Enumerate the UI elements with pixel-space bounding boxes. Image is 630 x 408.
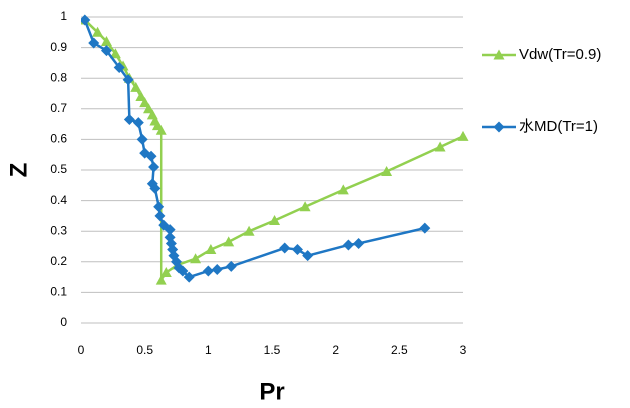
marker [493,49,505,60]
y-tick-label: 0 [60,315,67,329]
series-line [83,19,464,285]
marker [100,35,112,46]
y-tick-label: 0.5 [50,162,67,176]
marker [202,265,214,277]
series-line [83,19,426,279]
marker [142,103,154,114]
y-tick-label: 0.6 [50,132,67,146]
marker [381,166,393,177]
marker [149,182,161,194]
marker [419,222,431,234]
x-tick-label: 2 [332,343,339,357]
y-tick-label: 0.9 [50,40,67,54]
y-axis-label: Z [5,163,32,178]
marker [92,26,104,37]
marker [155,124,167,135]
marker [337,184,349,195]
y-tick-label: 0.4 [50,193,67,207]
marker [205,244,217,255]
marker [145,150,157,162]
marker [269,214,281,225]
marker [211,263,223,275]
marker [183,271,195,283]
marker [160,267,172,278]
marker [81,14,91,26]
x-tick-label: 0 [78,343,85,357]
marker [155,274,167,285]
marker [434,141,446,152]
marker [457,130,469,141]
x-tick-label: 1.5 [264,343,281,357]
legend-text: 水MD(Tr=1) [519,118,598,135]
marker [291,244,303,256]
marker [353,237,365,249]
marker [154,210,166,222]
marker [88,37,100,49]
y-tick-label: 0.2 [50,254,67,268]
x-tick-label: 1 [205,343,212,357]
legend-text: Vdw(Tr=0.9) [519,46,601,63]
y-tick-label: 1 [60,9,67,23]
plot [81,14,469,285]
y-tick-label: 0.7 [50,101,67,115]
marker [177,265,189,277]
x-axis-label: Pr [259,378,284,405]
marker [299,201,311,212]
x-tick-label: 2.5 [391,343,408,357]
marker [109,48,121,59]
marker [139,97,151,108]
marker [130,81,142,92]
marker [132,117,144,129]
marker [190,253,202,264]
marker [148,161,160,173]
marker [243,225,255,236]
marker [123,114,135,126]
y-tick-label: 0.1 [50,285,67,299]
marker [302,250,314,262]
marker [113,61,125,73]
y-tick-label: 0.8 [50,70,67,84]
y-tick-label: 0.3 [50,223,67,237]
marker [225,260,237,272]
marker [223,236,235,247]
marker [493,121,505,133]
marker [135,91,147,102]
x-tick-label: 3 [460,343,467,357]
marker [279,242,291,254]
marker [153,201,165,213]
marker [342,239,354,251]
marker [136,133,148,145]
marker [164,224,176,236]
marker [100,45,112,57]
x-tick-label: 0.5 [136,343,153,357]
marker [122,74,134,86]
